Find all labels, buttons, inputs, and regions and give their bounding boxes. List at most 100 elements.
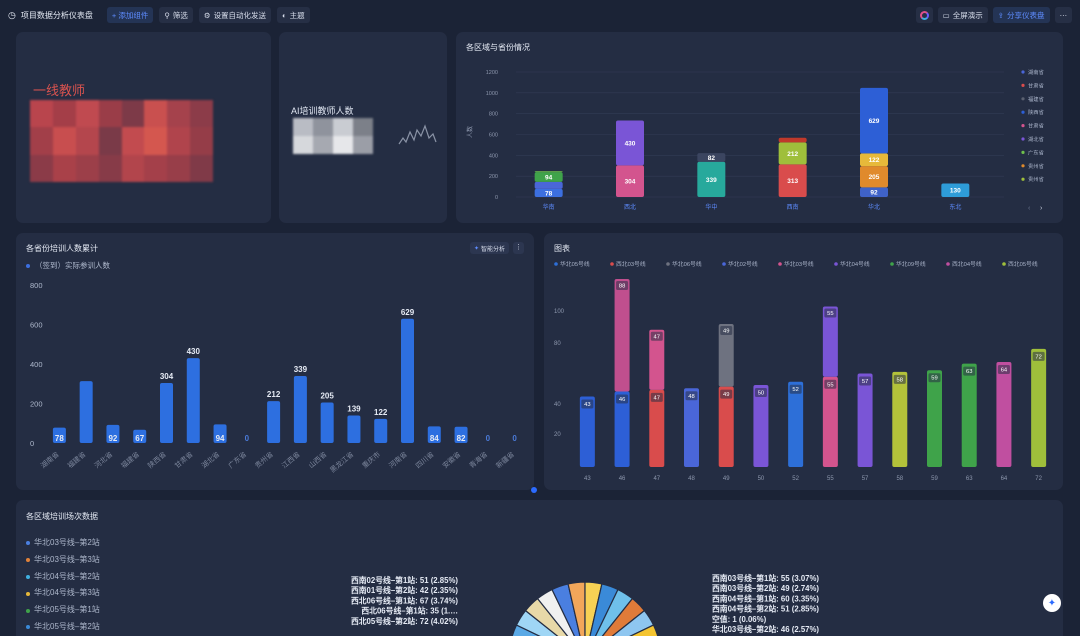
y-axis-label: 人数 — [466, 126, 474, 138]
monitor-icon: ▭ — [942, 10, 950, 20]
province-legend: （签到）实际参训人数 — [26, 260, 110, 271]
y-tick-label: 600 — [30, 321, 43, 330]
y-tick-label: 0 — [30, 439, 34, 448]
add-component-button[interactable]: + 添加组件 — [106, 7, 154, 23]
legend-dot — [778, 262, 782, 266]
x-tick-label: 华中 — [705, 203, 717, 211]
bar-value-label: 122 — [374, 408, 388, 417]
share-dashboard-button[interactable]: ⇪ 分享仪表盘 — [992, 7, 1050, 23]
x-tick-label: 72 — [1035, 476, 1042, 482]
chart-card-title: 图表 — [554, 244, 570, 253]
legend-label: 华北02号线 — [728, 260, 758, 268]
bar-value-label: 139 — [347, 405, 361, 414]
legend-dot-icon — [26, 608, 30, 613]
assistant-fab-button[interactable]: ✦ — [1043, 594, 1061, 612]
x-tick-label: 四川省 — [414, 450, 436, 470]
bar-value-label: 430 — [625, 140, 636, 147]
bar-value-label: 212 — [787, 151, 798, 158]
bar-value-label: 629 — [869, 118, 880, 125]
bar-value-label: 43 — [584, 402, 590, 408]
pie-label: 华北03号线–第2站: 46 (2.57%) — [712, 624, 819, 634]
legend-item: 华北04号线–第2站 — [26, 569, 100, 586]
pie-slice — [629, 624, 659, 636]
bar-value-label: 313 — [787, 178, 798, 185]
card-more-button[interactable]: ⋮ — [513, 242, 524, 254]
legend-dot — [1021, 164, 1025, 168]
bar-value-label: 304 — [625, 179, 636, 186]
legend-label: 华北05号线–第2站 — [34, 621, 100, 631]
top-value-label: 88 — [619, 283, 625, 289]
fullscreen-button[interactable]: ▭ 全屏演示 — [937, 7, 988, 23]
y-tick-label: 1200 — [486, 70, 498, 76]
bar — [822, 376, 838, 467]
legend-label: 甘肃省 — [1028, 81, 1044, 89]
bar — [996, 362, 1012, 467]
x-tick-label: 57 — [862, 476, 869, 482]
theme-button[interactable]: ◐ 主题 — [277, 7, 310, 23]
legend-label: 华北09号线 — [896, 260, 926, 268]
bar-segment — [860, 87, 888, 154]
x-tick-label: 江西省 — [280, 450, 302, 470]
bar-value-label: 212 — [267, 390, 281, 399]
bar — [579, 396, 595, 467]
resize-handle[interactable] — [531, 487, 537, 493]
y-tick-label: 400 — [30, 360, 43, 369]
bar-value-label: 130 — [950, 188, 961, 195]
legend-label: 西北03号线 — [616, 260, 646, 268]
value-chip — [824, 308, 837, 318]
smart-analysis-button[interactable]: ✦ 智能分析 — [470, 242, 510, 254]
x-tick-label: 湖北省 — [199, 450, 221, 470]
legend-item: 华北05号线–第1站 — [26, 602, 100, 619]
legend-label: 华北03号线 — [784, 260, 814, 268]
toolbar: ◷ 项目数据分析仪表盘 + 添加组件 ⚲ 筛选 ⚙ 设置自动化发送 ◐ 主题 ▭ 全屏演… — [0, 0, 1080, 30]
bar — [106, 424, 120, 443]
bar-value-label: 339 — [706, 177, 717, 184]
region-province-card: 各区域与省份情况 1200 1000 800 600 400 200 0 人数 78 94 华南 30… — [456, 32, 1063, 223]
x-tick-label: 64 — [1001, 476, 1008, 482]
legend-dot — [1002, 262, 1006, 266]
y-tick-label: 100 — [554, 309, 565, 315]
more-menu-button[interactable]: ⋯ — [1054, 7, 1072, 23]
legend-label: 甘肃省 — [1028, 122, 1044, 130]
bar-value-label: 59 — [931, 376, 937, 382]
line-chart-card: 图表 华北05号线 西北03号线 华北06号线 华北02号线 华北03号线 华北04号线华… — [544, 233, 1063, 490]
bar-segment — [534, 171, 563, 173]
sparkle-icon: ✦ — [1047, 597, 1057, 609]
legend-dot — [610, 262, 614, 266]
pie-label: 西南04号线–第2站: 51 (2.85%) — [712, 604, 819, 614]
bar — [133, 429, 147, 443]
sparkline — [398, 124, 437, 145]
x-tick-label: 新疆省 — [494, 450, 516, 470]
bar-segment — [778, 164, 807, 197]
pie-label: 西南03号线–第1站: 55 (3.07%) — [712, 573, 819, 583]
y-tick-label: 800 — [30, 281, 43, 290]
region-sessions-card: 各区域培训场次数据 西南02号线–第1站: 51 (2.85%) 西南01号线–第… — [16, 500, 1063, 636]
bar — [374, 418, 388, 443]
value-chip — [754, 388, 767, 397]
x-tick-label: 黑龙江省 — [328, 450, 355, 475]
y-tick-label: 80 — [554, 341, 561, 347]
bar — [186, 358, 200, 443]
bar-segment — [697, 161, 726, 197]
bar — [267, 401, 281, 443]
filter-button[interactable]: ⚲ 筛选 — [159, 7, 193, 23]
legend-dot — [1021, 97, 1025, 101]
bar-segment — [860, 153, 888, 167]
bar-segment — [616, 165, 644, 197]
ai-teacher-card-title: AI培训教师人数 — [291, 106, 354, 116]
value-chip — [650, 392, 663, 402]
auto-send-button[interactable]: ⚙ 设置自动化发送 — [198, 7, 272, 23]
bar — [52, 427, 66, 443]
bar-value-label: 55 — [827, 382, 833, 388]
color-wheel-button[interactable] — [915, 7, 933, 23]
bar-value-label: 304 — [160, 372, 174, 381]
pie-label: 西南01号线–第2站: 42 (2.35%) — [351, 585, 458, 595]
value-chip — [928, 373, 941, 383]
legend-dot — [1021, 150, 1025, 154]
value-chip — [997, 365, 1010, 375]
bar-value-label: 50 — [758, 391, 764, 397]
y-tick-label: 800 — [489, 112, 498, 118]
gear-icon: ⚙ — [203, 10, 211, 20]
x-tick-label: 河北省 — [92, 450, 114, 470]
bar-segment — [616, 120, 644, 166]
